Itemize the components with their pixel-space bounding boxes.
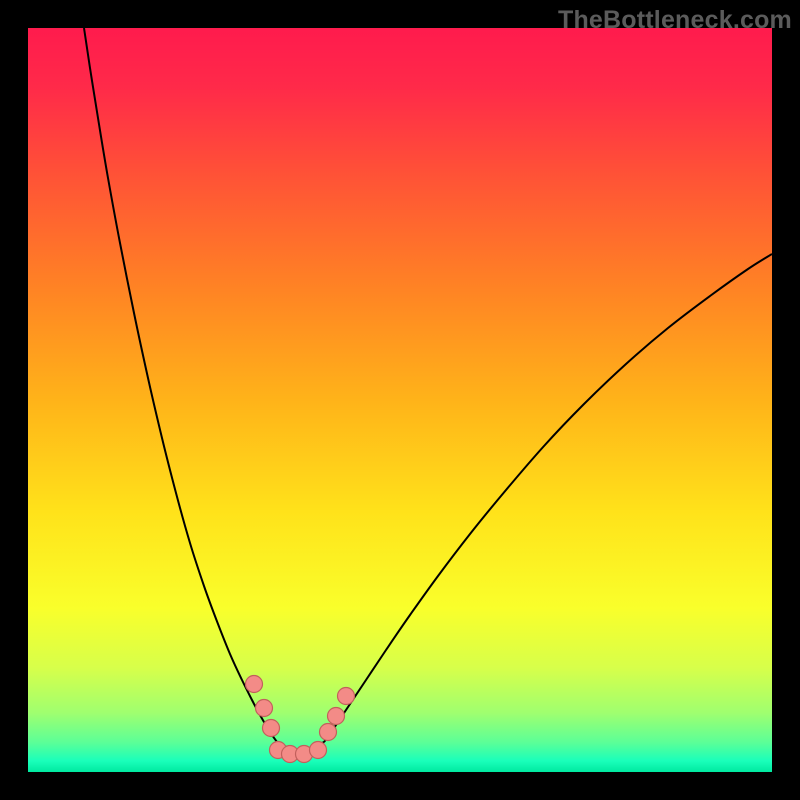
watermark-text: TheBottleneck.com — [558, 6, 792, 35]
data-marker — [310, 742, 327, 759]
data-marker — [246, 676, 263, 693]
data-marker — [328, 708, 345, 725]
data-marker — [263, 720, 280, 737]
data-marker — [320, 724, 337, 741]
data-marker — [338, 688, 355, 705]
chart-plot-area — [28, 28, 772, 772]
data-marker — [256, 700, 273, 717]
gradient-background — [28, 28, 772, 772]
